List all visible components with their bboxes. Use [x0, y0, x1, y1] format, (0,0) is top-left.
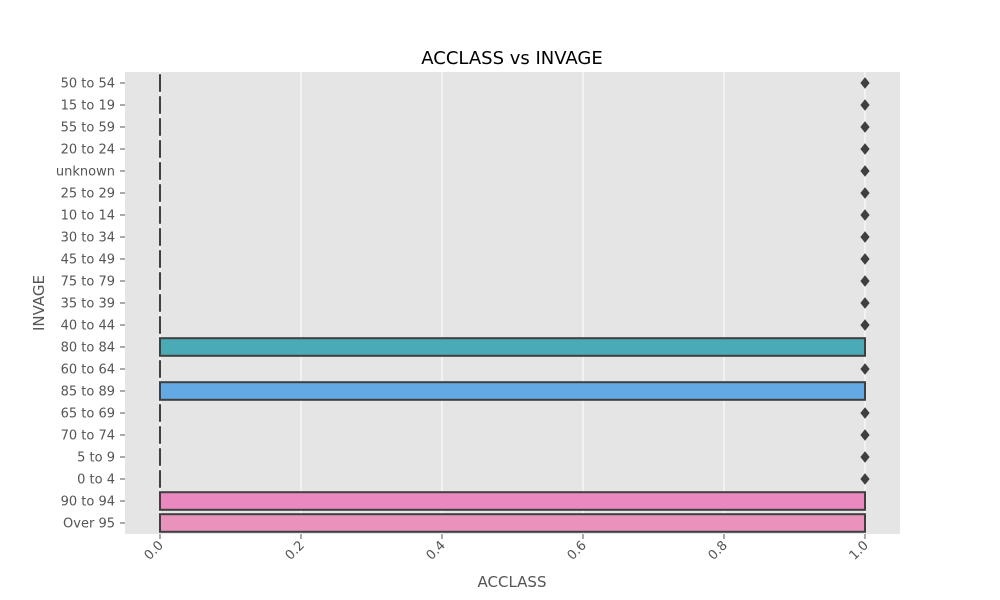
x-tick-label: 0.0: [142, 538, 167, 563]
plot-background: [125, 72, 900, 534]
y-tick-label: 0 to 4: [77, 473, 115, 488]
y-tick-label: 65 to 69: [61, 407, 115, 422]
box-group: [159, 448, 870, 466]
box-group: [159, 162, 870, 180]
box-series: [159, 74, 870, 533]
box-iqr: [159, 491, 866, 511]
y-tick-label: unknown: [56, 165, 115, 180]
y-tick-label: 90 to 94: [61, 495, 115, 510]
outlier-point: [860, 275, 870, 287]
box-group: [159, 316, 870, 334]
y-tick-label: 20 to 24: [61, 143, 115, 158]
outlier-point: [860, 451, 870, 463]
x-axis-label: ACCLASS: [478, 573, 547, 591]
box-group: [159, 337, 866, 357]
y-tick-label: 10 to 14: [61, 209, 115, 224]
box-iqr: [159, 337, 866, 357]
x-tick-label: 0.6: [565, 538, 590, 563]
outlier-point: [860, 121, 870, 133]
y-tick-label: 80 to 84: [61, 341, 115, 356]
box-group: [159, 184, 870, 202]
y-tick-label: 25 to 29: [61, 187, 115, 202]
outlier-point: [860, 187, 870, 199]
outlier-point: [860, 319, 870, 331]
x-axis-ticks: 0.0 0.2 0.4 0.6 0.8 1.0: [142, 534, 872, 563]
y-tick-label: Over 95: [63, 517, 115, 532]
y-tick-label: 50 to 54: [61, 77, 115, 92]
x-tick-label: 1.0: [847, 538, 872, 563]
y-tick-label: 15 to 19: [61, 99, 115, 114]
box-group: [159, 360, 870, 378]
box-iqr: [159, 513, 866, 533]
outlier-point: [860, 209, 870, 221]
outlier-point: [860, 231, 870, 243]
box-group: [159, 118, 870, 136]
y-tick-label: 85 to 89: [61, 385, 115, 400]
y-tick-label: 5 to 9: [77, 451, 115, 466]
y-tick-label: 75 to 79: [61, 275, 115, 290]
y-tick-label: 35 to 39: [61, 297, 115, 312]
box-group: [159, 404, 870, 422]
y-tick-label: 30 to 34: [61, 231, 115, 246]
box-group: [159, 250, 870, 268]
chart-title: ACCLASS vs INVAGE: [421, 48, 602, 69]
box-group: [159, 513, 866, 533]
outlier-point: [860, 77, 870, 89]
box-group: [159, 470, 870, 488]
box-iqr: [159, 381, 866, 401]
y-tick-label: 70 to 74: [61, 429, 115, 444]
outlier-point: [860, 407, 870, 419]
x-tick-label: 0.8: [706, 538, 731, 563]
box-group: [159, 272, 870, 290]
y-axis-label: INVAGE: [30, 275, 48, 331]
box-group: [159, 74, 870, 92]
outlier-point: [860, 429, 870, 441]
y-tick-label: 60 to 64: [61, 363, 115, 378]
box-group: [159, 228, 870, 246]
box-group: [159, 96, 870, 114]
y-tick-label: 45 to 49: [61, 253, 115, 268]
y-tick-label: 55 to 59: [61, 121, 115, 136]
outlier-point: [860, 473, 870, 485]
y-tick-label: 40 to 44: [61, 319, 115, 334]
x-tick-label: 0.2: [283, 538, 308, 563]
outlier-point: [860, 253, 870, 265]
outlier-point: [860, 143, 870, 155]
box-group: [159, 381, 866, 401]
box-group: [159, 426, 870, 444]
x-tick-label: 0.4: [424, 538, 449, 563]
box-group: [159, 294, 870, 312]
outlier-point: [860, 99, 870, 111]
box-group: [159, 206, 870, 224]
outlier-point: [860, 297, 870, 309]
y-axis-ticks: 50 to 54 15 to 19 55 to 59 20 to 24 unknown 2…: [56, 77, 125, 532]
box-group: [159, 491, 866, 511]
outlier-point: [860, 165, 870, 177]
box-group: [159, 140, 870, 158]
outlier-point: [860, 363, 870, 375]
